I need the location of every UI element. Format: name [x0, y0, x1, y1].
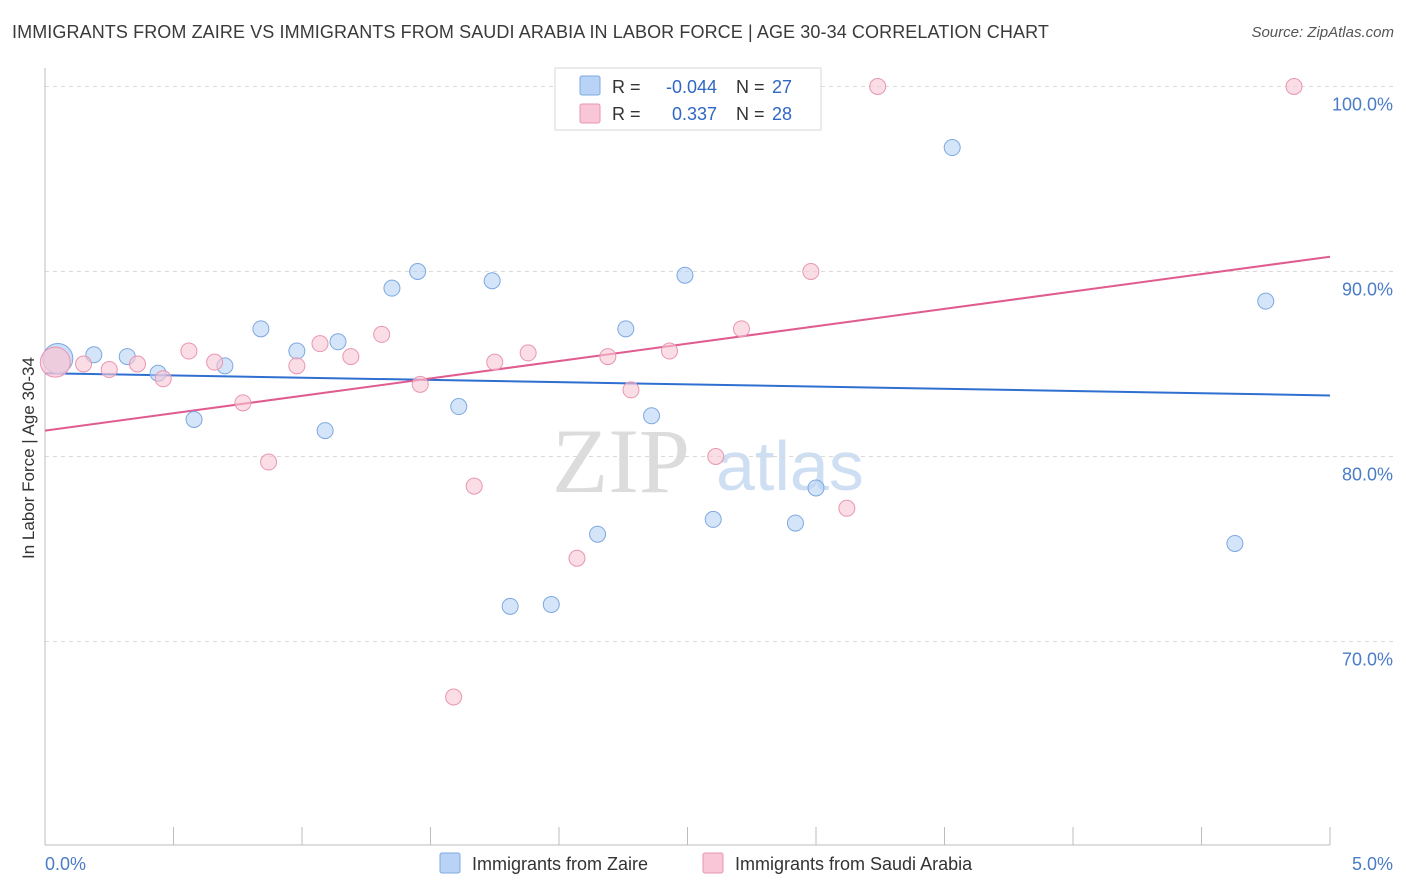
stats-n-label-saudi: N = [736, 104, 765, 124]
point-saudi [519, 344, 537, 362]
stats-swatch-saudi [579, 103, 601, 124]
point-saudi [732, 320, 750, 338]
point-zaire [252, 320, 270, 338]
legend-label-zaire: Immigrants from Zaire [472, 854, 648, 874]
point-saudi [802, 263, 820, 280]
point-zaire [542, 596, 560, 613]
point-saudi [486, 353, 504, 371]
point-saudi [707, 448, 725, 465]
stats-swatch-zaire [579, 75, 601, 96]
stats-r-label-saudi: R = [612, 104, 641, 124]
stats-r-value-saudi: 0.337 [672, 104, 717, 124]
point-zaire [589, 525, 607, 543]
data-points [39, 78, 1303, 706]
point-saudi [180, 342, 198, 360]
point-saudi [100, 361, 118, 379]
y-tick-label-70: 70.0% [1342, 650, 1393, 670]
point-saudi [342, 348, 360, 366]
point-saudi [465, 477, 483, 495]
source-label: Source: ZipAtlas.com [1251, 24, 1394, 41]
point-zaire [643, 407, 661, 425]
stats-n-value-zaire: 27 [772, 77, 792, 97]
point-saudi [373, 325, 391, 343]
point-zaire [501, 597, 519, 615]
point-zaire [1257, 292, 1275, 310]
y-tick-label-90: 90.0% [1342, 280, 1393, 300]
point-saudi [838, 499, 856, 517]
trend-line-saudi [44, 255, 1331, 432]
legend-swatch-saudi [702, 852, 724, 874]
stats-n-value-saudi: 28 [772, 104, 792, 124]
legend-label-saudi: Immigrants from Saudi Arabia [735, 854, 973, 874]
point-zaire [288, 342, 306, 360]
x-tick-label-max: 5.0% [1352, 854, 1393, 874]
point-saudi [622, 381, 640, 399]
point-zaire [786, 514, 804, 532]
point-zaire [676, 266, 694, 284]
y-axis-label: In Labor Force | Age 30-34 [19, 357, 38, 559]
series-legend: Immigrants from Zaire Immigrants from Sa… [439, 852, 973, 874]
point-saudi [599, 348, 617, 366]
grid-lines [45, 86, 1394, 642]
point-zaire [704, 510, 722, 528]
point-saudi [154, 370, 172, 388]
watermark-zip: ZIP [552, 410, 690, 512]
point-saudi [206, 353, 224, 371]
point-saudi [39, 346, 71, 378]
point-zaire [617, 320, 635, 338]
y-tick-label-100: 100.0% [1332, 95, 1393, 115]
point-saudi [445, 688, 463, 706]
point-zaire [409, 263, 427, 280]
point-zaire [185, 411, 203, 428]
x-tick-label-min: 0.0% [45, 854, 86, 874]
legend-swatch-zaire [439, 852, 461, 874]
point-saudi [661, 342, 679, 360]
stats-r-label-zaire: R = [612, 77, 641, 97]
point-zaire [943, 139, 961, 157]
point-saudi [260, 453, 278, 471]
trend-line-zaire [44, 372, 1331, 397]
stats-n-label-zaire: N = [736, 77, 765, 97]
point-zaire [316, 422, 334, 440]
point-saudi [1285, 78, 1303, 95]
point-zaire [483, 272, 501, 290]
point-saudi [129, 355, 147, 373]
watermark-atlas: atlas [716, 427, 864, 505]
point-zaire [807, 479, 825, 497]
point-saudi [411, 375, 429, 393]
point-saudi [234, 394, 252, 412]
y-tick-labels: 70.0% 80.0% 90.0% 100.0% [1332, 95, 1393, 670]
point-saudi [311, 335, 329, 353]
point-saudi [568, 549, 586, 567]
trend-lines [44, 255, 1331, 432]
stats-r-value-zaire: -0.044 [666, 77, 717, 97]
point-zaire [329, 333, 347, 351]
y-tick-label-80: 80.0% [1342, 465, 1393, 485]
point-saudi [75, 355, 93, 373]
tick-marks [44, 827, 1331, 845]
point-zaire [383, 279, 401, 297]
point-zaire [1226, 534, 1244, 552]
point-zaire [450, 398, 468, 416]
point-saudi [869, 78, 887, 95]
point-saudi [288, 357, 306, 375]
chart-title: IMMIGRANTS FROM ZAIRE VS IMMIGRANTS FROM… [12, 22, 1049, 42]
stats-legend: R = -0.044 N = 27 R = 0.337 N = 28 [554, 67, 822, 131]
